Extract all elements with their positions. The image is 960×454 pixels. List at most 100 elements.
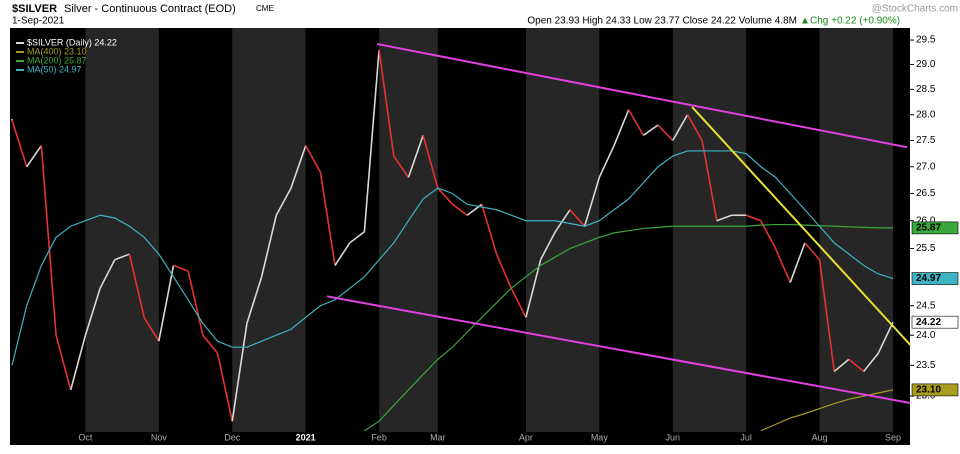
price-segment: [26, 145, 43, 168]
value-badge-label: 24.22: [916, 317, 941, 328]
price-segment: [231, 323, 248, 422]
price-segment: [701, 140, 718, 221]
price-segment: [216, 353, 234, 422]
price-segment: [745, 214, 762, 222]
x-tick-label: Mar: [430, 432, 446, 442]
x-tick-label: Dec: [224, 432, 241, 442]
price-segment: [833, 358, 850, 373]
price-segment: [804, 242, 821, 261]
price-segment: [583, 177, 601, 227]
price-segment: [848, 358, 865, 373]
price-segment: [554, 209, 571, 233]
price-segment: [143, 317, 160, 342]
y-tick-label: 25.5: [916, 243, 936, 254]
y-tick-label: 23.5: [916, 360, 936, 371]
legend-entry: $SILVER (Daily) 24.22: [27, 37, 117, 47]
x-tick-label: 2021: [296, 432, 316, 442]
x-tick-label: Apr: [519, 432, 533, 442]
month-band: [672, 28, 747, 432]
price-segment: [686, 114, 703, 141]
price-segment: [481, 204, 498, 255]
price-segment: [114, 253, 130, 261]
price-segment: [304, 145, 322, 173]
price-segment: [818, 259, 836, 372]
price-segment: [99, 259, 116, 289]
x-tick-label: May: [591, 432, 609, 442]
y-tick-label: 28.0: [916, 109, 936, 120]
price-segment: [334, 242, 351, 266]
price-segment: [657, 124, 674, 142]
price-segment: [40, 145, 57, 336]
month-band: [525, 28, 600, 432]
price-segment: [407, 135, 424, 178]
x-tick-label: Oct: [78, 432, 93, 442]
price-segment: [642, 124, 659, 136]
x-tick-label: Aug: [812, 432, 828, 442]
price-segment: [11, 119, 28, 167]
x-tick-label: Jul: [740, 432, 752, 442]
y-tick-label: 27.5: [916, 135, 936, 146]
price-segment: [437, 187, 454, 205]
month-band: [819, 28, 893, 432]
price-segment: [275, 187, 292, 216]
value-badge: [911, 383, 959, 397]
price-segment: [510, 287, 527, 318]
moving-average: [760, 389, 894, 432]
y-tick-label: 26.5: [916, 188, 936, 199]
price-segment: [672, 114, 689, 141]
quote: Open 23.93 High 24.33 Low 23.77 Close 24…: [527, 16, 797, 27]
price-segment: [128, 253, 145, 318]
moving-average: [11, 150, 894, 366]
price-segment: [452, 203, 468, 216]
price-segment: [246, 276, 263, 324]
price-segment: [319, 171, 336, 266]
month-band: [232, 28, 306, 432]
price-segment: [628, 109, 645, 136]
chart-title: Silver - Continuous Contract (EOD): [64, 3, 236, 15]
legend-entry: MA(50) 24.97: [27, 64, 82, 74]
price-segment: [363, 49, 380, 232]
price-segment: [69, 335, 87, 391]
price-segment: [716, 214, 732, 222]
y-tick-label: 24.5: [916, 300, 936, 311]
price-segment: [290, 145, 307, 189]
date: 1-Sep-2021: [12, 16, 65, 27]
price-segment: [173, 264, 189, 272]
y-tick-label: 28.5: [916, 84, 936, 95]
month-band: [85, 28, 159, 432]
month-bands: [85, 28, 893, 432]
price-segment: [202, 334, 219, 354]
y-tick-label: 23.0: [916, 391, 936, 402]
symbol: $SILVER: [12, 3, 57, 15]
value-badge: [911, 221, 959, 235]
exchange: CME: [256, 4, 274, 13]
price-segment: [187, 270, 204, 336]
change: Chg +0.22 (+0.90%): [810, 16, 900, 27]
x-tick-label: Sep: [885, 432, 901, 442]
y-tick-label: 27.0: [916, 161, 936, 172]
x-tick-label: Nov: [151, 432, 168, 442]
price-segment: [863, 352, 879, 372]
price-segment: [378, 49, 395, 157]
price-segment: [158, 265, 175, 342]
y-tick-label: 26.0: [916, 215, 936, 226]
value-badge: [911, 272, 959, 285]
moving-average: [364, 223, 893, 432]
x-tick-label: Jun: [665, 432, 680, 442]
legend-entry: MA(400) 23.10: [27, 46, 87, 56]
value-badge-label: 25.87: [916, 223, 941, 234]
price-segment: [422, 135, 439, 189]
price-segment: [877, 321, 894, 354]
price-segment: [569, 209, 586, 227]
value-badge-label: 23.10: [916, 385, 941, 396]
value-badge: [911, 315, 959, 329]
value-badge-label: 24.97: [916, 273, 941, 284]
price-segment: [495, 253, 512, 289]
trend-line: [376, 42, 908, 149]
price-segment: [598, 145, 615, 178]
source: @StockCharts.com: [872, 4, 958, 15]
price-segment: [393, 155, 410, 178]
price-segment: [525, 259, 542, 318]
